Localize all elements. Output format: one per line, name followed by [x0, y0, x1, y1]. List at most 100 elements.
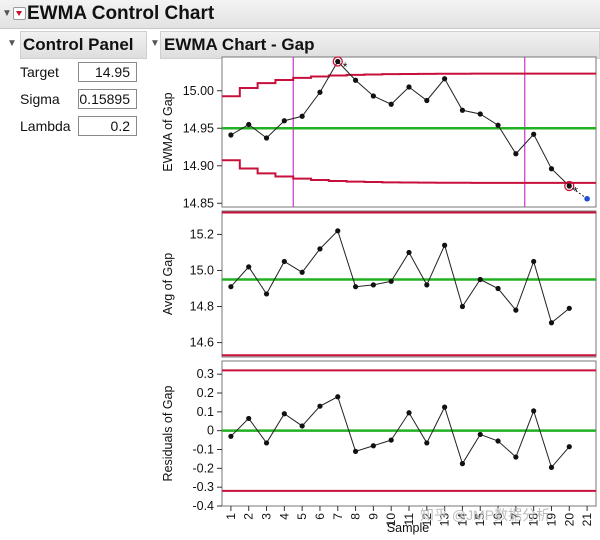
red-triangle-menu-icon[interactable] [13, 7, 26, 20]
data-point [370, 443, 376, 449]
lambda-field[interactable]: 0.2 [78, 116, 137, 136]
avg-panel: 14.6 14.8 15.0 15.2 Avg of Gap [161, 210, 597, 358]
series-line [230, 229, 570, 324]
data-point [459, 107, 466, 113]
control-panel-header[interactable]: Control Panel [20, 31, 147, 59]
x-tick-label: 7 [331, 513, 345, 520]
x-tick-label: 8 [349, 513, 363, 520]
data-point [299, 113, 305, 119]
y-tick-label: 15.0 [190, 263, 214, 277]
data-point [548, 320, 555, 326]
data-point [352, 77, 359, 83]
data-point [263, 440, 270, 446]
test-flag-star: * [343, 60, 348, 74]
plot-frame [221, 210, 597, 358]
data-point [388, 101, 394, 107]
x-tick-label: 1 [224, 513, 238, 520]
data-point [370, 282, 376, 288]
data-point [388, 437, 394, 443]
x-tick-label: 3 [260, 513, 274, 520]
data-point [246, 121, 252, 128]
data-point [335, 228, 341, 234]
data-point [352, 284, 359, 290]
sigma-field[interactable]: 0.15895 [78, 89, 137, 109]
forecast-point [584, 195, 590, 202]
series-line [230, 396, 570, 469]
data-point [281, 411, 287, 417]
lambda-label: Lambda [20, 118, 71, 134]
data-point [406, 410, 412, 416]
data-point [424, 282, 430, 288]
x-tick-label: 16 [491, 513, 505, 527]
chart-title: EWMA Chart - Gap [164, 35, 315, 54]
x-axis-title: Sample [387, 521, 429, 535]
data-point [495, 122, 501, 128]
data-point [335, 394, 341, 400]
data-point [442, 242, 448, 248]
watermark: 知乎 @JMP数据分析 [420, 507, 550, 523]
data-point [513, 307, 519, 313]
data-point [317, 89, 323, 95]
disclosure-icon[interactable]: ▼ [2, 8, 12, 19]
x-tick-label: 19 [544, 513, 558, 527]
data-point [424, 97, 430, 104]
data-point [299, 423, 305, 429]
data-point [335, 58, 341, 65]
x-tick-label: 13 [438, 513, 452, 527]
out-of-control-marker [564, 180, 575, 192]
y-tick-label: 14.85 [183, 196, 214, 210]
y-tick-label: 15.00 [183, 84, 214, 98]
ewma-panel: 14.85 14.90 14.95 15.00 EWMA of Gap * * [161, 56, 597, 210]
data-point [566, 444, 572, 450]
data-point [281, 258, 287, 265]
y-tick-label: 14.6 [190, 336, 214, 350]
data-point [513, 454, 519, 460]
y-tick-label: 0 [207, 424, 214, 438]
y-axis-title: Residuals of Gap [161, 386, 175, 482]
y-tick-label: 14.90 [183, 159, 214, 173]
x-tick-label: 5 [295, 513, 309, 520]
data-point [406, 84, 412, 90]
y-tick-label: -0.2 [192, 461, 214, 475]
chart-disclosure-icon[interactable]: ▼ [150, 38, 160, 49]
x-tick-label: 14 [455, 513, 469, 527]
data-point [406, 249, 412, 256]
data-point [477, 276, 483, 283]
data-point [317, 403, 323, 409]
control-panel-title: Control Panel [23, 35, 134, 54]
data-point [263, 135, 270, 141]
data-point [459, 461, 466, 467]
control-panel-disclosure-icon[interactable]: ▼ [7, 38, 17, 49]
y-tick-label: 15.2 [190, 227, 214, 241]
data-point [299, 269, 305, 275]
data-point [228, 132, 234, 138]
data-point [442, 76, 448, 82]
sigma-label: Sigma [20, 91, 60, 107]
data-point [246, 264, 252, 270]
data-point [263, 291, 270, 297]
x-axis: 1 2 3 4 5 6 7 8 9 10 11 12 13 14 15 16 17 18 19 20 21 [224, 506, 594, 526]
report-title: EWMA Control Chart [27, 3, 215, 24]
y-tick-label: 0.2 [197, 386, 214, 400]
data-point [566, 305, 572, 311]
y-axis-title: EWMA of Gap [161, 92, 175, 171]
data-point [495, 438, 501, 444]
x-tick-label: 20 [562, 513, 576, 527]
out-of-control-marker [332, 56, 343, 67]
data-point [281, 118, 287, 124]
y-tick-label: 0.3 [197, 367, 214, 381]
plot-frame [221, 360, 597, 507]
x-tick-label: 15 [473, 513, 487, 527]
target-field[interactable]: 14.95 [78, 62, 137, 82]
y-tick-label: 0.1 [197, 405, 214, 419]
y-tick-label: -0.1 [192, 443, 214, 457]
data-point [495, 285, 501, 292]
x-tick-label: 2 [242, 513, 256, 520]
data-point [531, 131, 537, 137]
data-point [246, 415, 252, 422]
lcl-line [222, 159, 596, 184]
data-point [424, 440, 430, 446]
y-tick-label: -0.4 [192, 499, 214, 513]
y-tick-label: 14.8 [190, 300, 214, 314]
y-tick-label: 14.95 [183, 121, 214, 135]
